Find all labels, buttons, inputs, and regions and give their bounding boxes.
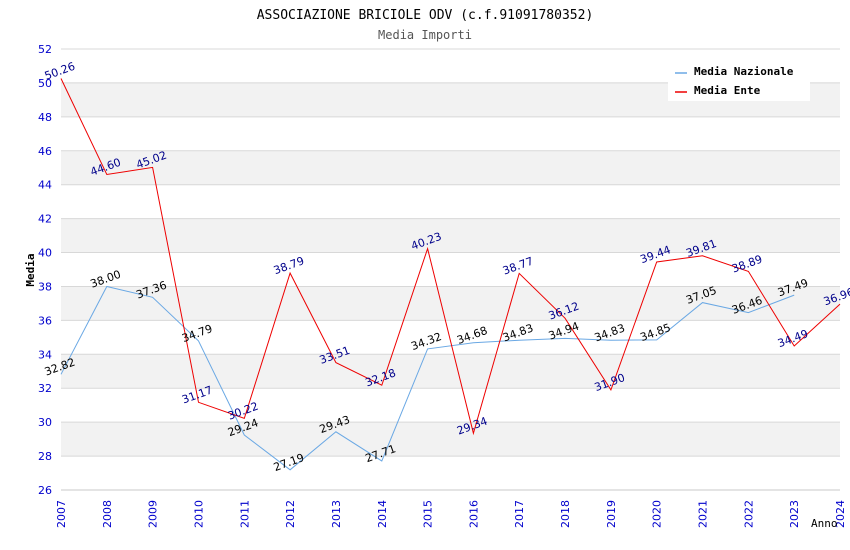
y-tick-label: 34 — [38, 348, 52, 361]
chart-title: ASSOCIAZIONE BRICIOLE ODV (c.f.910917803… — [257, 8, 594, 23]
y-tick-label: 40 — [38, 247, 52, 260]
x-tick-label: 2024 — [834, 500, 847, 528]
y-axis-tick-labels: 26 28 30 32 34 36 38 40 42 44 46 48 50 52 — [38, 43, 52, 497]
chart-subtitle: Media Importi — [378, 28, 472, 42]
x-tick-label: 2014 — [376, 500, 389, 528]
data-label: 34.32 — [409, 330, 443, 353]
x-tick-label: 2018 — [559, 500, 572, 528]
y-tick-label: 46 — [38, 145, 52, 158]
series-line-media-ente — [60, 78, 841, 436]
data-label: 34.85 — [638, 321, 672, 344]
x-tick-label: 2008 — [101, 500, 114, 528]
x-tick-label: 2022 — [742, 500, 755, 528]
x-axis-label: Anno — [811, 517, 838, 530]
x-tick-label: 2021 — [697, 500, 710, 528]
legend-label-media-nazionale: Media Nazionale — [694, 65, 794, 78]
plot-band — [61, 218, 840, 253]
plot-band — [61, 354, 840, 389]
data-label: 34.79 — [180, 322, 214, 345]
plot-band — [61, 150, 840, 185]
data-label: 38.89 — [730, 253, 764, 276]
x-tick-label: 2015 — [422, 500, 435, 528]
x-tick-label: 2016 — [467, 500, 480, 528]
x-tick-label: 2012 — [284, 500, 297, 528]
plot-band — [61, 286, 840, 321]
x-tick-label: 2020 — [651, 500, 664, 528]
y-tick-label: 26 — [38, 484, 52, 497]
y-tick-label: 38 — [38, 280, 52, 293]
y-tick-label: 32 — [38, 382, 52, 395]
x-tick-label: 2011 — [238, 500, 251, 528]
x-axis-tick-labels: 2007 2008 2009 2010 2011 2012 2013 2014 2015 2016… — [55, 500, 847, 528]
data-label: 50.26 — [43, 60, 77, 83]
x-tick-label: 2013 — [330, 500, 343, 528]
y-tick-label: 52 — [38, 43, 52, 56]
gridlines — [61, 48, 840, 491]
y-tick-label: 30 — [38, 416, 52, 429]
y-axis-label: Media — [24, 253, 37, 286]
x-tick-label: 2007 — [55, 500, 68, 528]
data-label: 34.83 — [501, 321, 535, 344]
legend-label-media-ente: Media Ente — [694, 84, 761, 97]
y-tick-label: 50 — [38, 77, 52, 90]
data-label: 38.77 — [501, 255, 535, 278]
x-tick-label: 2023 — [788, 500, 801, 528]
x-tick-label: 2010 — [192, 500, 205, 528]
y-tick-label: 42 — [38, 213, 52, 226]
data-label: 34.49 — [776, 327, 810, 350]
data-label: 34.83 — [593, 321, 627, 344]
y-tick-label: 44 — [38, 179, 52, 192]
legend-box — [668, 60, 810, 101]
x-tick-label: 2019 — [605, 500, 618, 528]
legend: Media Nazionale Media Ente — [668, 60, 810, 101]
data-label: 38.79 — [272, 254, 306, 277]
y-tick-label: 36 — [38, 314, 52, 327]
plot-background-bands — [61, 82, 840, 457]
plot-band — [61, 422, 840, 457]
y-tick-label: 48 — [38, 111, 52, 124]
x-tick-label: 2017 — [513, 500, 526, 528]
data-label: 34.68 — [455, 324, 489, 347]
series-lines — [60, 78, 841, 471]
y-tick-label: 28 — [38, 450, 52, 463]
x-tick-label: 2009 — [147, 500, 160, 528]
